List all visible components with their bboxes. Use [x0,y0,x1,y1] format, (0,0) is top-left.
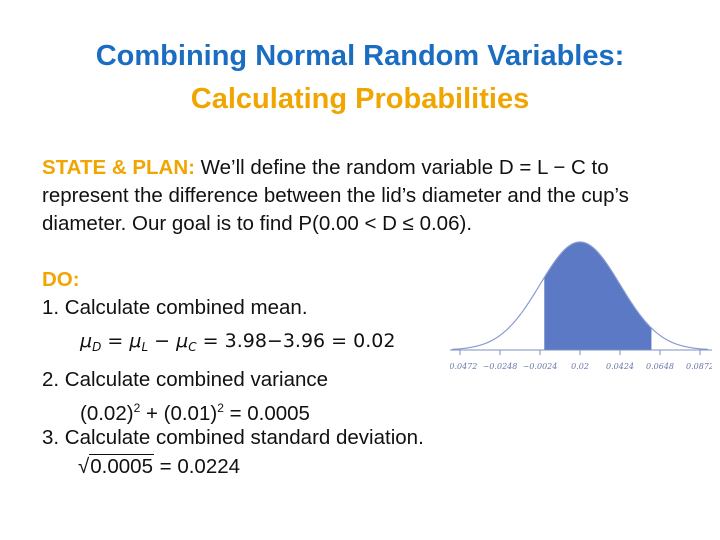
mean-result: = 3.98−3.96 = 0.02 [196,330,396,352]
radicand: 0.0005 [89,454,154,478]
variance-exp-2: 2 [217,401,224,415]
mu-l: μ [129,330,142,352]
radical-sign: √ [78,455,90,478]
x-tick-label: 0.02 [571,362,589,371]
square-root: √0.0005 [78,454,154,480]
variance-term-1: (0.02) [80,402,134,425]
variance-result: = 0.0005 [223,402,310,425]
step-2: 2. Calculate combined variance [42,368,329,391]
sd-result: = 0.0224 [153,455,241,478]
variance-term-2: (0.01) [163,402,218,425]
sub-l: L [141,340,149,354]
do-label: DO: [42,268,80,291]
mean-eq: = [101,330,130,352]
mu-d: μ [80,330,93,352]
title-line-2: Calculating Probabilities [190,83,530,115]
sub-c: C [188,340,197,354]
state-plan-label: STATE & PLAN: [42,156,195,179]
sd-formula: √0.0005 = 0.0224 [78,454,240,480]
state-plan-text-1: We’ll define the random variable D = L −… [194,156,609,179]
mu-c: μ [176,330,189,352]
x-axis-ticks: −0.0472 −0.0248 −0.0024 0.02 0.0424 0.0648 0.0… [450,350,712,371]
state-plan-line-3: diameter. Our goal is to find P(0.00 < D… [42,212,473,235]
state-plan-line-2: represent the difference between the lid… [42,184,629,207]
step-1: 1. Calculate combined mean. [42,296,308,319]
step-3: 3. Calculate combined standard deviation… [42,426,424,449]
x-tick-label: −0.0472 [450,362,477,371]
x-tick-label: 0.0872 [686,362,712,371]
x-tick-label: −0.0024 [523,362,558,371]
variance-plus: + [140,402,164,425]
state-plan-line-1: STATE & PLAN: We’ll define the random va… [42,155,609,181]
x-tick-label: −0.0248 [483,362,518,371]
density-curve [451,241,709,350]
variance-exp-1: 2 [133,401,141,415]
shaded-area [544,242,652,350]
variance-formula: (0.02)2 + (0.01)2 = 0.0005 [80,395,310,427]
normal-distribution-chart: −0.0472 −0.0248 −0.0024 0.02 0.0424 0.0648 0.0… [450,241,712,371]
title-line-1: Combining Normal Random Variables: [95,40,625,72]
mean-formula: μD = μL − μC = 3.98−3.96 = 0.02 [80,328,395,360]
x-tick-label: 0.0424 [606,362,634,371]
x-tick-label: 0.0648 [646,362,674,371]
mean-minus: − [148,330,177,352]
sub-d: D [92,340,102,354]
